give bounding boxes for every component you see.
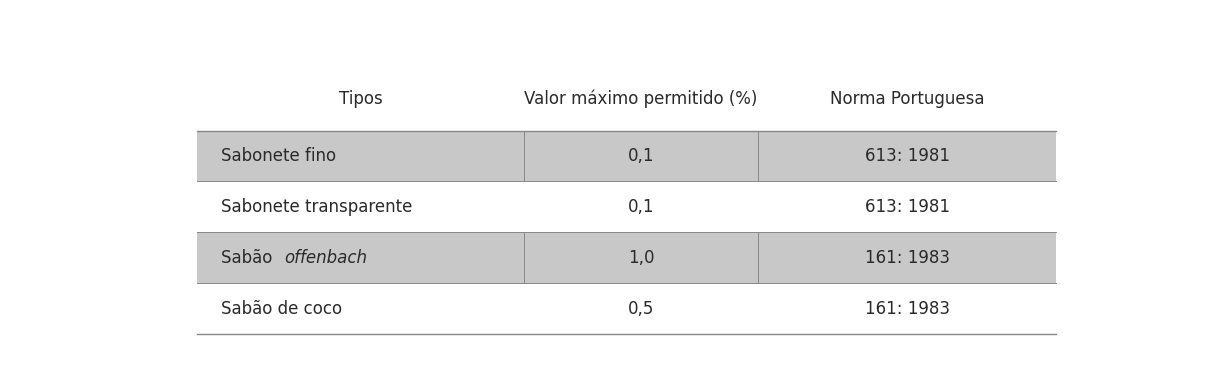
Text: 1,0: 1,0 <box>628 249 654 267</box>
Text: 613: 1981: 613: 1981 <box>864 198 950 216</box>
Text: 613: 1981: 613: 1981 <box>864 147 950 165</box>
Text: Norma Portuguesa: Norma Portuguesa <box>830 90 984 108</box>
Text: 0,1: 0,1 <box>628 198 654 216</box>
Text: 0,1: 0,1 <box>628 147 654 165</box>
Text: Sabão de coco: Sabão de coco <box>221 300 342 318</box>
Text: 161: 1983: 161: 1983 <box>864 300 950 318</box>
Text: 0,5: 0,5 <box>628 300 654 318</box>
Text: Sabonete fino: Sabonete fino <box>221 147 336 165</box>
Text: Sabonete transparente: Sabonete transparente <box>221 198 412 216</box>
Bar <box>198 131 1057 181</box>
Bar <box>198 232 1057 283</box>
Text: 161: 1983: 161: 1983 <box>864 249 950 267</box>
Text: offenbach: offenbach <box>284 249 368 267</box>
Text: Sabão: Sabão <box>221 249 277 267</box>
Text: Valor máximo permitido (%): Valor máximo permitido (%) <box>524 90 758 109</box>
Text: Tipos: Tipos <box>339 90 383 108</box>
